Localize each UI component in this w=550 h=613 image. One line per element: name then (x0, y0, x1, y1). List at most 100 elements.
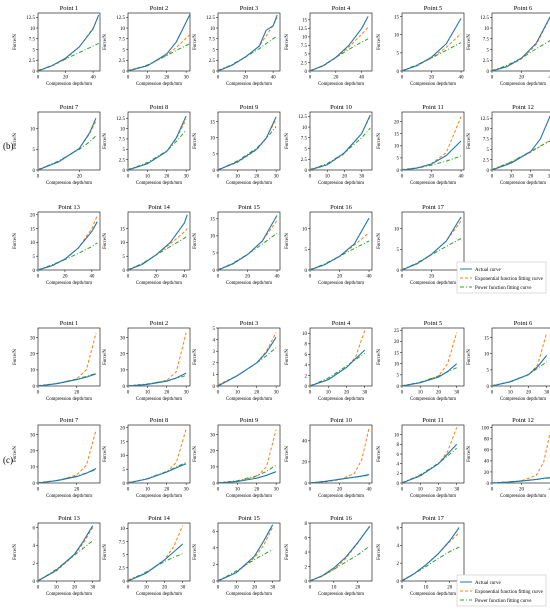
series-line (37, 372, 97, 387)
y-tick-label: 20 (120, 353, 126, 358)
y-tick-label: 15 (302, 19, 308, 24)
y-tick-label: 5 (397, 52, 400, 57)
y-tick-label: 4 (397, 544, 400, 549)
axes-frame (37, 12, 101, 72)
x-axis-label: Compression depth/mm (226, 281, 272, 286)
subplot-b-9: Point 9 0 10 20 30 0 5 10 15 Compression depth/mm… (193, 104, 281, 186)
x-tick-label: 40 (275, 275, 281, 280)
x-axis-label: Compression depth/mm (500, 181, 546, 186)
x-tick-label: 30 (184, 391, 190, 396)
y-tick-label: 0 (33, 70, 36, 75)
y-tick-label: 5 (397, 374, 400, 379)
y-tick-label: 2 (213, 362, 216, 367)
y-axis-label: Force/N (377, 544, 382, 560)
y-tick-label: 0 (305, 269, 308, 274)
y-tick-label: 5 (305, 248, 308, 253)
y-axis-label: Force/N (193, 544, 198, 560)
y-tick-label: 12.5 (480, 16, 489, 21)
y-tick-label: 10 (30, 241, 36, 246)
x-tick-label: 20 (429, 175, 435, 180)
subplot-title: Point 5 (424, 320, 443, 327)
x-tick-label: 20 (519, 76, 525, 81)
subplot-b-12: Point 12 0 10 20 30 0 2.5 5 7.5 10 12.5 Compression… (467, 104, 550, 186)
y-tick-label: 0 (305, 169, 308, 174)
x-tick-label: 20 (252, 586, 258, 591)
y-tick-label: 5 (305, 147, 308, 152)
subplot-b-5: Point 5 0 20 40 0 5 10 15 Compression depth/mm Fo… (377, 5, 465, 87)
series-line (37, 525, 94, 582)
y-tick-label: 0 (213, 70, 216, 75)
y-axis-label: Force/N (13, 446, 18, 462)
series-line (401, 220, 462, 270)
x-tick-label: 0 (401, 488, 404, 493)
series-line (309, 232, 370, 270)
y-tick-label: 15 (394, 15, 400, 20)
y-axis-label: Force/N (467, 34, 472, 50)
y-tick-label: 0 (123, 482, 126, 487)
x-tick-label: 20 (164, 175, 170, 180)
y-tick-label: 10 (30, 127, 36, 132)
y-tick-label: 5 (213, 48, 216, 53)
y-tick-label: 100 (482, 427, 490, 432)
y-axis-label: Force/N (13, 34, 18, 50)
y-tick-label: 0 (487, 482, 490, 487)
x-tick-label: 0 (127, 275, 130, 280)
axes-frame (217, 111, 281, 171)
y-tick-label: 0 (397, 385, 400, 390)
x-tick-label: 10 (509, 175, 515, 180)
x-tick-label: 30 (454, 391, 460, 396)
x-tick-label: 0 (127, 175, 130, 180)
y-tick-label: 2.5 (119, 158, 126, 163)
y-tick-label: 5 (123, 255, 126, 260)
axes-frame (401, 327, 465, 387)
x-tick-label: 10 (144, 586, 150, 591)
y-tick-label: 10 (120, 527, 126, 532)
y-tick-label: 60 (484, 449, 490, 454)
y-tick-label: 10 (394, 145, 400, 150)
legend-label: Power function fitting curve (475, 286, 532, 291)
series-line (491, 431, 550, 484)
x-axis-label: Compression depth/mm (226, 181, 272, 186)
y-tick-label: 7.5 (119, 38, 126, 43)
x-tick-label: 10 (54, 586, 60, 591)
y-tick-label: 6 (305, 536, 308, 541)
x-tick-label: 20 (254, 488, 260, 493)
y-tick-label: 0 (487, 169, 490, 174)
x-axis-label: Compression depth/mm (136, 82, 182, 87)
y-tick-label: 10 (120, 127, 126, 132)
x-tick-label: 20 (436, 391, 442, 396)
series-line (37, 135, 97, 171)
y-axis-label: Force/N (467, 133, 472, 149)
axes-frame (309, 111, 373, 171)
y-tick-label: 0 (33, 580, 36, 585)
x-tick-label: 0 (37, 586, 40, 591)
y-axis-label: Force/N (285, 233, 290, 249)
y-tick-label: 7.5 (301, 137, 308, 142)
y-axis-label: Force/N (193, 34, 198, 50)
series-line (217, 215, 278, 271)
x-axis-label: Compression depth/mm (500, 397, 546, 402)
x-tick-label: 10 (234, 586, 240, 591)
y-axis-label: Force/N (103, 544, 108, 560)
y-tick-label: 7.5 (209, 38, 216, 43)
y-tick-label: 2.5 (29, 59, 36, 64)
x-axis-label: Compression depth/mm (46, 181, 92, 186)
y-tick-label: 0 (123, 70, 126, 75)
y-tick-label: 20 (30, 353, 36, 358)
x-tick-label: 10 (418, 391, 424, 396)
y-tick-label: 0 (123, 385, 126, 390)
x-tick-label: 0 (127, 488, 130, 493)
y-tick-label: 2.5 (483, 59, 490, 64)
subplot-title: Point 8 (150, 104, 169, 111)
series-line (37, 117, 97, 171)
y-tick-label: 4 (397, 462, 400, 467)
y-tick-label: 10 (30, 369, 36, 374)
axes-frame (401, 211, 465, 271)
x-tick-label: 40 (359, 76, 365, 81)
y-axis-label: Force/N (13, 544, 18, 560)
x-tick-label: 20 (154, 275, 160, 280)
subplot-title: Point 12 (512, 417, 534, 424)
